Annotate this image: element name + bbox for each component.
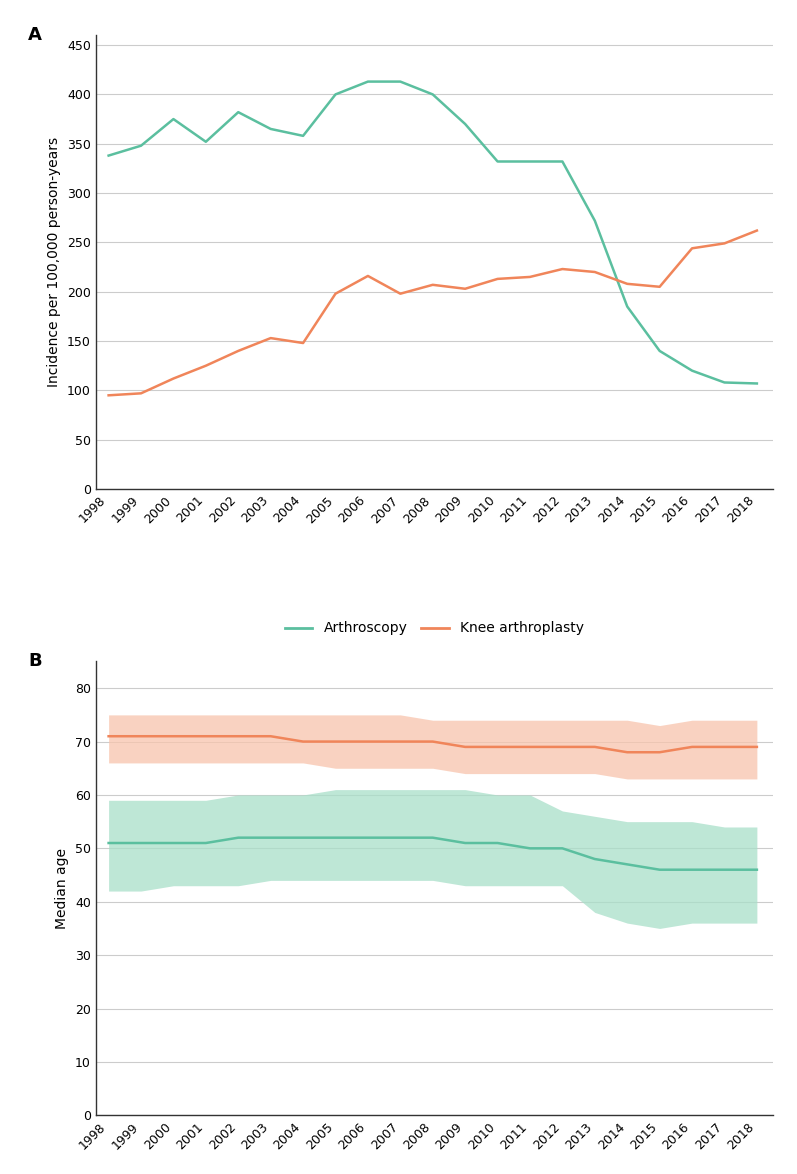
Legend: Arthroscopy, Knee arthroplasty: Arthroscopy, Knee arthroplasty xyxy=(279,616,590,641)
Text: B: B xyxy=(28,653,41,670)
Y-axis label: Incidence per 100,000 person-years: Incidence per 100,000 person-years xyxy=(47,137,61,387)
Text: A: A xyxy=(28,26,41,45)
Y-axis label: Median age: Median age xyxy=(55,848,69,929)
